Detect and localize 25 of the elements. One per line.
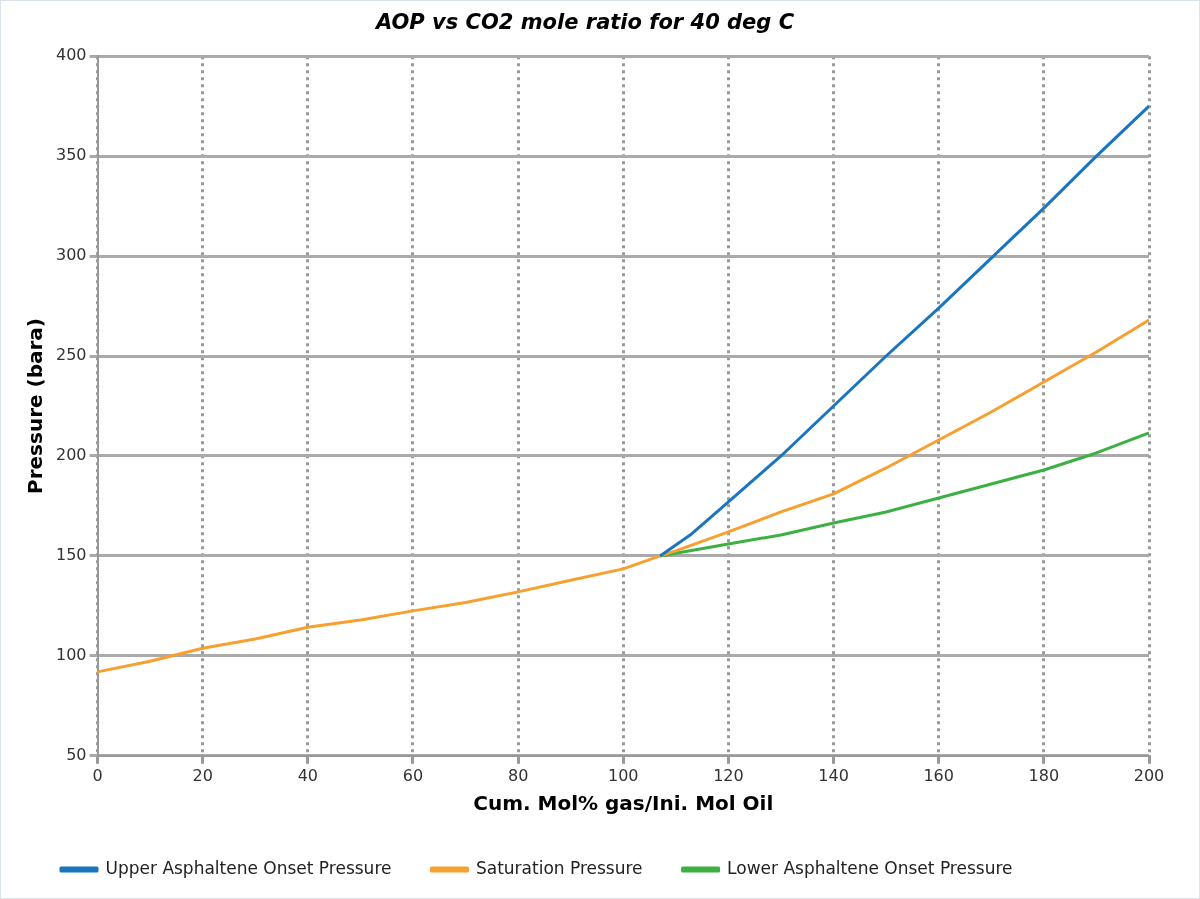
y-tick-label: 100 bbox=[55, 645, 87, 665]
y-tick-label: 350 bbox=[55, 145, 87, 165]
legend-label: Saturation Pressure bbox=[475, 857, 643, 878]
x-tick-label: 40 bbox=[297, 765, 319, 785]
x-tick-label: 200 bbox=[1133, 765, 1165, 785]
x-tick-label: 100 bbox=[608, 765, 639, 785]
legend-label: Upper Asphaltene Onset Pressure bbox=[105, 857, 392, 878]
y-tick-label: 300 bbox=[55, 245, 87, 265]
x-tick-label: 20 bbox=[192, 765, 213, 785]
y-tick-label: 150 bbox=[55, 545, 87, 565]
legend-label: Lower Asphaltene Onset Pressure bbox=[727, 857, 1013, 878]
x-axis-title: Cum. Mol% gas/Ini. Mol Oil bbox=[473, 791, 774, 816]
chart-title: AOP vs CO2 mole ratio for 40 deg C bbox=[373, 10, 795, 35]
y-tick-label: 250 bbox=[55, 345, 87, 365]
x-tick-label: 80 bbox=[507, 765, 529, 785]
x-tick-label: 160 bbox=[923, 765, 954, 785]
y-tick-label: 200 bbox=[55, 445, 87, 465]
y-axis-title: Pressure (bara) bbox=[23, 318, 48, 494]
x-tick-label: 140 bbox=[818, 765, 849, 785]
x-tick-label: 180 bbox=[1028, 765, 1060, 785]
x-tick-label: 120 bbox=[713, 765, 744, 785]
x-tick-label: 0 bbox=[92, 765, 103, 785]
x-tick-label: 60 bbox=[402, 765, 424, 785]
y-tick-label: 50 bbox=[66, 744, 87, 764]
y-tick-label: 400 bbox=[55, 45, 87, 65]
